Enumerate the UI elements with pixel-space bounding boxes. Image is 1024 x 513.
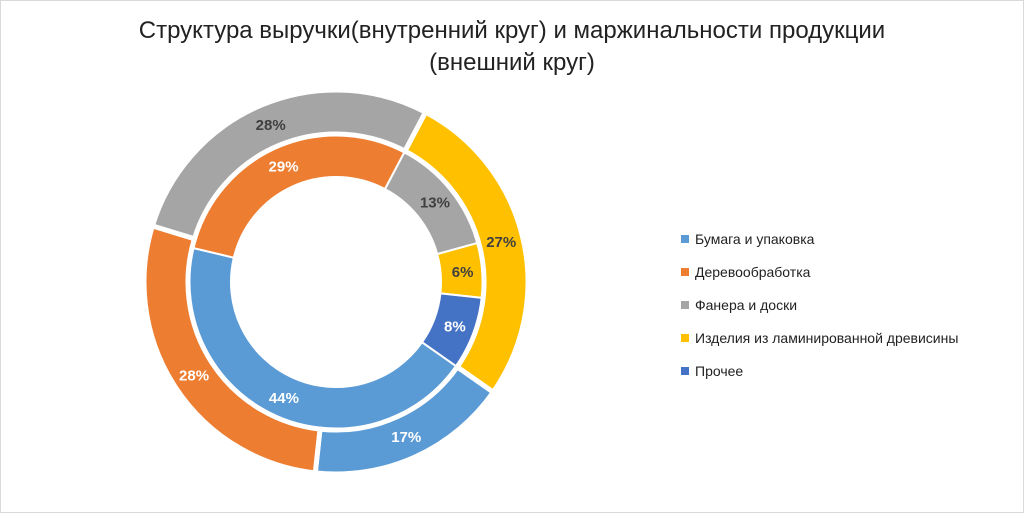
legend-label: Деревообработка [695,263,811,280]
legend-swatch [681,234,689,243]
legend-label: Изделия из ламинированной древисины [695,329,959,346]
data-label: 29% [269,158,299,175]
data-label: 28% [179,368,209,385]
legend-item: Прочее [681,354,958,387]
data-label: 13% [420,194,450,211]
title-line-1: Структура выручки(внутренний круг) и мар… [138,17,886,44]
data-label: 17% [391,429,421,446]
legend-item: Деревообработка [681,255,958,288]
data-label: 8% [444,319,466,336]
legend-swatch [681,300,689,309]
legend-swatch [681,333,689,342]
legend-label: Фанера и доски [695,296,798,313]
legend-item: Изделия из ламинированной древисины [681,321,958,354]
chart-title: Структура выручки(внутренний круг) и мар… [1,15,1023,79]
legend-label: Бумага и упаковка [695,230,815,247]
legend-swatch [681,366,689,375]
outer-slice [401,108,531,396]
legend: Бумага и упаковка Деревообработка Фанера… [681,222,958,387]
data-label: 28% [256,117,286,134]
legend-swatch [681,267,689,276]
data-label: 44% [269,390,299,407]
legend-item: Фанера и доски [681,288,958,321]
title-line-2: (внешний круг) [429,49,595,76]
legend-item: Бумага и упаковка [681,222,958,255]
data-label: 27% [486,234,516,251]
data-label: 6% [452,264,474,281]
legend-label: Прочее [695,362,744,379]
